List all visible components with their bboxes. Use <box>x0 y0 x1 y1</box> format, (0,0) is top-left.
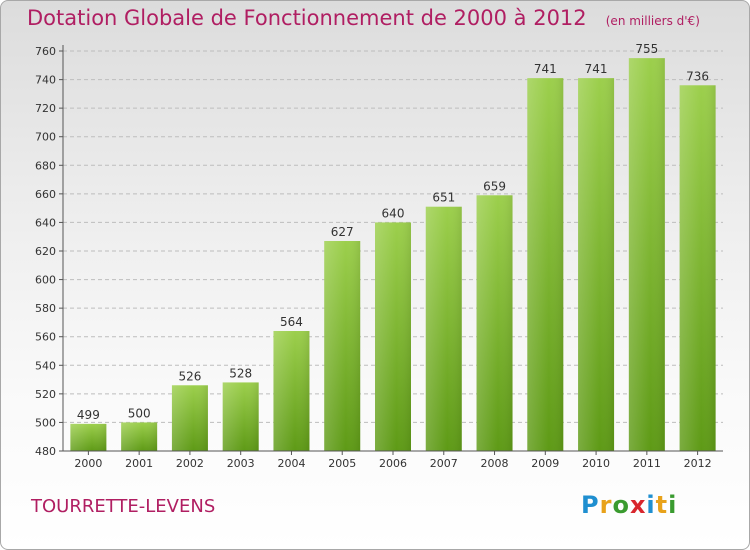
y-tick-label: 680 <box>35 159 56 172</box>
bar-value-label: 526 <box>178 369 201 383</box>
bar-shine <box>578 78 615 452</box>
bar-value-label: 741 <box>534 62 557 76</box>
bar-shine <box>121 422 158 451</box>
x-tick-label: 2009 <box>531 457 559 470</box>
bar-value-label: 736 <box>686 69 709 83</box>
y-tick-label: 580 <box>35 302 56 315</box>
bar-value-label: 741 <box>585 62 608 76</box>
x-tick-label: 2010 <box>582 457 610 470</box>
x-tick-label: 2005 <box>328 457 356 470</box>
logo-letter: x <box>629 491 647 519</box>
x-tick-label: 2011 <box>633 457 661 470</box>
x-tick-label: 2004 <box>277 457 305 470</box>
x-tick-label: 2001 <box>125 457 153 470</box>
y-tick-label: 660 <box>35 188 56 201</box>
logo-letter: o <box>612 491 630 519</box>
y-tick-label: 500 <box>35 416 56 429</box>
proxiti-logo: Proxiti <box>581 491 677 519</box>
y-tick-label: 760 <box>35 45 56 58</box>
y-tick-label: 480 <box>35 445 56 458</box>
y-tick-label: 600 <box>35 274 56 287</box>
y-tick-label: 640 <box>35 216 56 229</box>
bar-value-label: 528 <box>229 366 252 380</box>
bar-value-label: 659 <box>483 179 506 193</box>
bar-shine <box>222 382 259 451</box>
x-tick-label: 2006 <box>379 457 407 470</box>
y-tick-label: 700 <box>35 131 56 144</box>
bar-value-label: 499 <box>77 408 100 422</box>
bar-value-label: 640 <box>382 206 405 220</box>
bar-value-label: 500 <box>128 406 151 420</box>
commune-name: TOURRETTE-LEVENS <box>31 496 216 517</box>
axes: 480 500 520 540 560 580 600 620 640 660 680 700 720 7… <box>35 45 723 470</box>
bar-value-label: 564 <box>280 315 303 329</box>
y-tick-label: 740 <box>35 74 56 87</box>
bar-value-label: 755 <box>635 42 658 56</box>
logo-letter: P <box>581 491 600 519</box>
bar-value-label: 651 <box>432 191 455 205</box>
bar-shine <box>476 195 513 451</box>
bar-shine <box>679 85 716 452</box>
x-tick-label: 2003 <box>227 457 255 470</box>
bar-shine <box>527 78 564 452</box>
bar-shine <box>425 206 462 451</box>
logo-letter: i <box>668 491 678 519</box>
logo-letter: i <box>646 491 656 519</box>
logo-letter: t <box>655 491 669 519</box>
bars: 499 500 526 528 564 627 640 651 659 741 741 755 736 <box>70 42 716 452</box>
logo-letter: r <box>599 491 613 519</box>
bar-shine <box>324 241 361 451</box>
y-tick-label: 540 <box>35 359 56 372</box>
x-tick-label: 2002 <box>176 457 204 470</box>
y-tick-label: 620 <box>35 245 56 258</box>
y-tick-label: 520 <box>35 388 56 401</box>
y-tick-label: 560 <box>35 331 56 344</box>
x-tick-label: 2008 <box>481 457 509 470</box>
bar-shine <box>70 423 107 451</box>
x-tick-label: 2007 <box>430 457 458 470</box>
bar-value-label: 627 <box>331 225 354 239</box>
unit-note: (en milliers d'€) <box>605 14 700 28</box>
x-tick-label: 2000 <box>74 457 102 470</box>
bar-shine <box>171 385 208 451</box>
bar-shine <box>375 222 411 451</box>
x-tick-label: 2012 <box>684 457 712 470</box>
bar-shine <box>273 331 310 451</box>
y-tick-label: 720 <box>35 102 56 115</box>
chart-title-text: Dotation Globale de Fonctionnement de 20… <box>27 6 587 30</box>
chart-title: Dotation Globale de Fonctionnement de 20… <box>27 6 700 30</box>
bar-shine <box>628 58 665 452</box>
